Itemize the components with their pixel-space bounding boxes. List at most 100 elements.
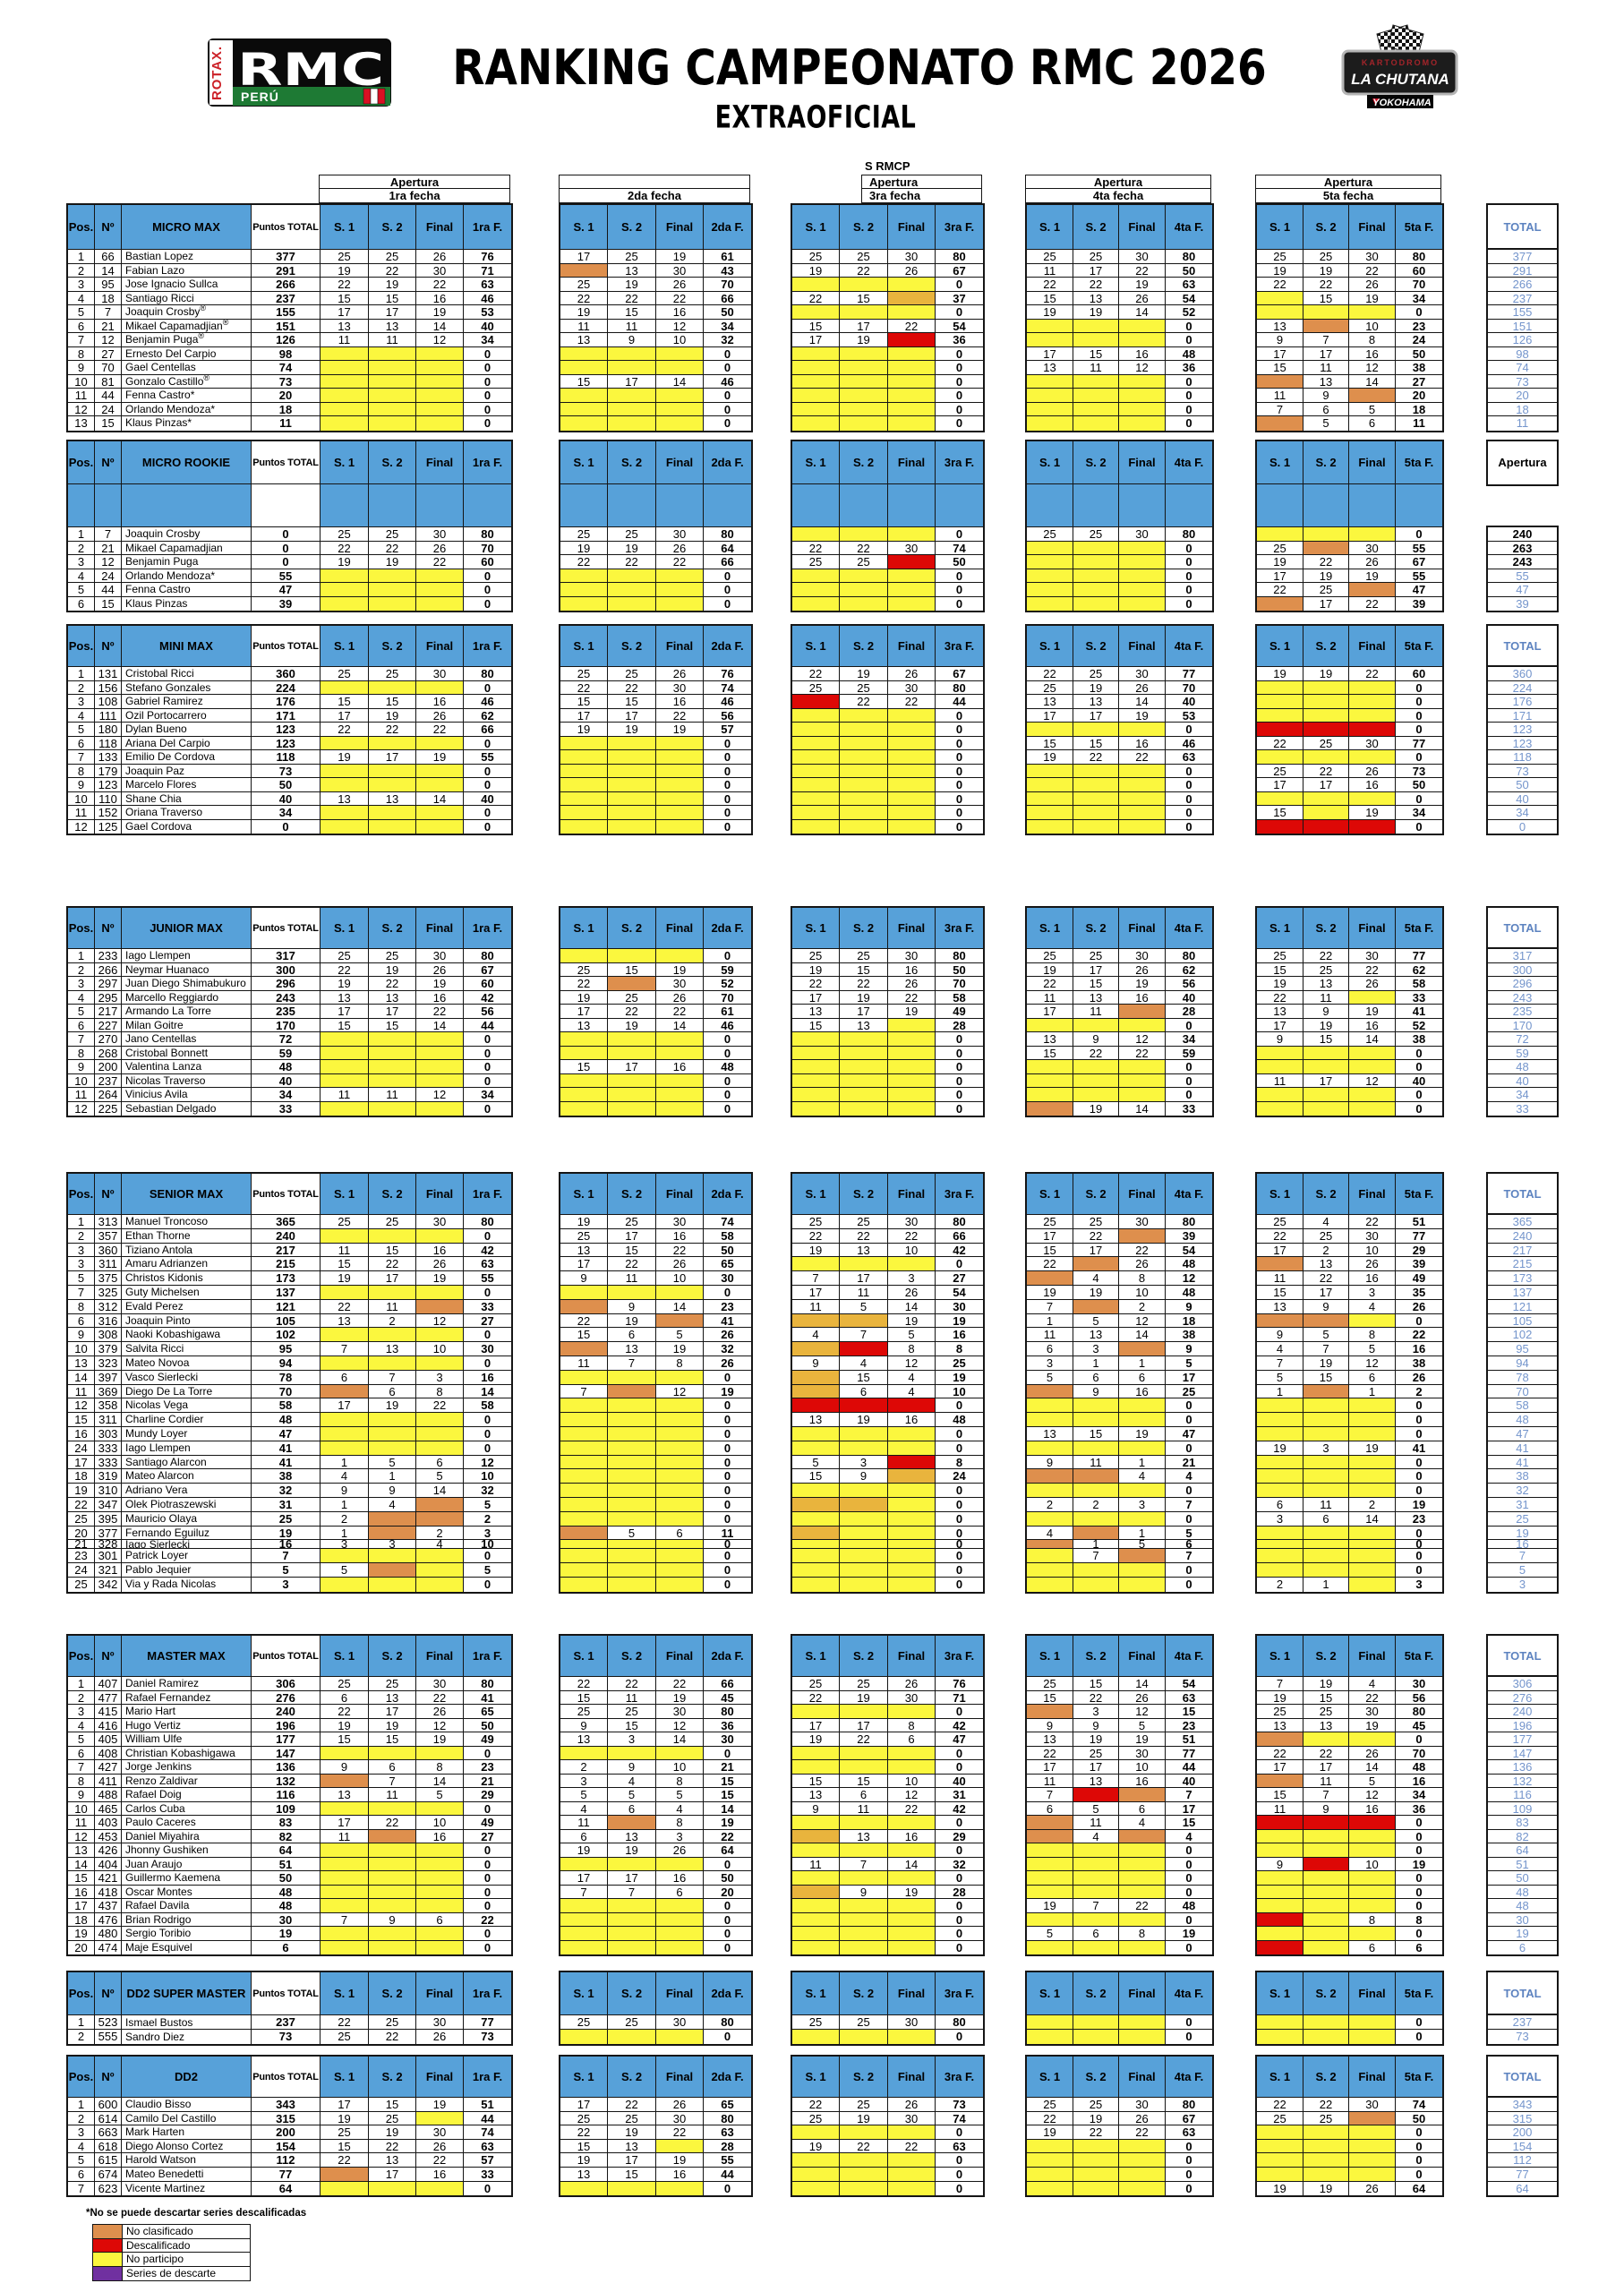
col-header-s1: S. 1 (321, 1174, 369, 1215)
total-cell: 50 (1488, 778, 1557, 792)
num-cell: 180 (95, 723, 122, 737)
score-cell: 6 (321, 1690, 369, 1705)
score-cell: 17 (369, 305, 416, 320)
pos-cell: 1 (68, 667, 95, 681)
score-cell: 0 (704, 1286, 751, 1300)
col-header-final: Final (416, 1972, 464, 2015)
col-header-s2: S. 2 (369, 626, 416, 667)
score-cell: 0 (704, 1398, 751, 1414)
score-cell: 22 (560, 680, 608, 695)
score-cell: 13 (560, 1018, 608, 1032)
total-cell: 118 (1488, 750, 1557, 765)
score-cell: 19 (560, 2153, 608, 2168)
status-cell-y (792, 1563, 840, 1578)
status-cell-y (560, 1899, 608, 1913)
status-cell-y (840, 278, 888, 292)
pos-cell: 4 (68, 569, 95, 583)
score-cell: 13 (321, 990, 369, 1005)
score-cell: 25 (792, 2015, 840, 2030)
score-cell: 0 (936, 1871, 983, 1886)
score-cell: 29 (936, 1830, 983, 1843)
status-cell-y (608, 402, 656, 416)
total-cell: 317 (1488, 949, 1557, 963)
score-cell: 19 (792, 1732, 840, 1747)
score-cell: 25 (1303, 583, 1349, 597)
score-cell: 32 (464, 1484, 511, 1498)
score-cell: 0 (704, 792, 751, 806)
score-cell: 19 (656, 1342, 704, 1356)
status-cell-y (1303, 1563, 1349, 1578)
status-cell-o (1119, 1788, 1166, 1802)
score-cell: 26 (704, 1328, 751, 1343)
score-cell: 60 (1396, 264, 1442, 278)
pos-cell: 7 (68, 333, 95, 347)
status-cell-y (1119, 1073, 1166, 1088)
score-cell: 22 (369, 2139, 416, 2154)
status-cell-y (840, 1426, 888, 1441)
score-cell: 0 (464, 1032, 511, 1047)
col-header-f: 5ta F. (1396, 1972, 1442, 2015)
status-cell-y (1073, 1871, 1119, 1886)
table-micro-rookie-total-header: Apertura (1486, 440, 1559, 486)
score-cell: 0 (1396, 1816, 1442, 1830)
status-cell-y (416, 1563, 464, 1578)
table-junior-max-fecha-4: S. 1 S. 2 Final 4ta F. 25 25 30 80 19 17 26 62 22 15 1… (1025, 906, 1214, 1117)
status-cell-y (1119, 1413, 1166, 1427)
score-cell: 74 (936, 542, 983, 555)
score-cell: 22 (369, 1816, 416, 1830)
score-cell: 0 (704, 949, 751, 963)
score-cell: 0 (1396, 1830, 1442, 1843)
score-cell: 0 (1415, 2030, 1423, 2043)
rmc-peru-logo: ROTAX. RMC PERÚ (208, 38, 391, 107)
status-cell-y (1119, 1577, 1166, 1592)
driver-name: Joaquin Crosby® (122, 305, 252, 320)
total-cell: 0 (1518, 819, 1526, 834)
driver-name: Gael Cordova (122, 819, 252, 834)
score-cell: 6 (1073, 1927, 1119, 1941)
status-cell-y (321, 1857, 369, 1871)
score-cell: 19 (1027, 962, 1073, 977)
score-cell: 22 (608, 680, 656, 695)
score-cell: 26 (416, 2030, 464, 2044)
status-cell-y (1349, 1732, 1396, 1747)
score-cell: 65 (704, 2098, 751, 2112)
status-cell-y (608, 1455, 656, 1470)
col-header-final: Final (1349, 2057, 1396, 2098)
score-cell: 30 (656, 1215, 704, 1229)
status-cell-y (1027, 569, 1073, 583)
score-cell: 12 (416, 333, 464, 347)
score-cell: 44 (464, 2112, 511, 2126)
score-cell: 19 (656, 962, 704, 977)
col-header-s2: S. 2 (1303, 2057, 1349, 2098)
driver-name: Gabriel Ramirez (122, 695, 252, 709)
status-cell-y (792, 527, 840, 542)
score-cell: 15 (560, 374, 608, 389)
table-junior-max-total-header: TOTAL (1486, 906, 1559, 951)
score-cell: 19 (840, 1413, 888, 1427)
score-cell: 8 (656, 1356, 704, 1371)
score-cell: 11 (321, 1829, 369, 1843)
status-cell-y (416, 1032, 464, 1047)
status-cell-y (369, 1927, 416, 1941)
pos-cell: 5 (68, 723, 95, 737)
status-cell-y (1257, 1101, 1303, 1116)
driver-name: Olek Piotraszewski (122, 1497, 252, 1512)
status-cell-y (321, 778, 369, 792)
score-cell: 25 (840, 949, 888, 963)
driver-name: Sergio Toribio (122, 1927, 252, 1941)
driver-name: Nicolas Vega (122, 1398, 252, 1414)
driver-name: Armando La Torre (122, 1005, 252, 1019)
score-cell: 22 (560, 2125, 608, 2140)
score-cell: 46 (1166, 737, 1212, 750)
status-cell-y (888, 2153, 936, 2168)
status-cell-y (560, 1577, 608, 1592)
score-cell: 6 (1027, 1801, 1073, 1816)
score-cell: 17 (608, 2153, 656, 2168)
score-cell: 25 (369, 1677, 416, 1691)
score-cell: 15 (792, 1469, 840, 1484)
score-cell: 7 (1166, 1788, 1212, 1802)
score-cell: 17 (560, 1005, 608, 1019)
status-cell-y (416, 778, 464, 792)
status-cell-y (840, 1526, 888, 1541)
col-header-s1: S. 1 (1027, 1174, 1073, 1215)
